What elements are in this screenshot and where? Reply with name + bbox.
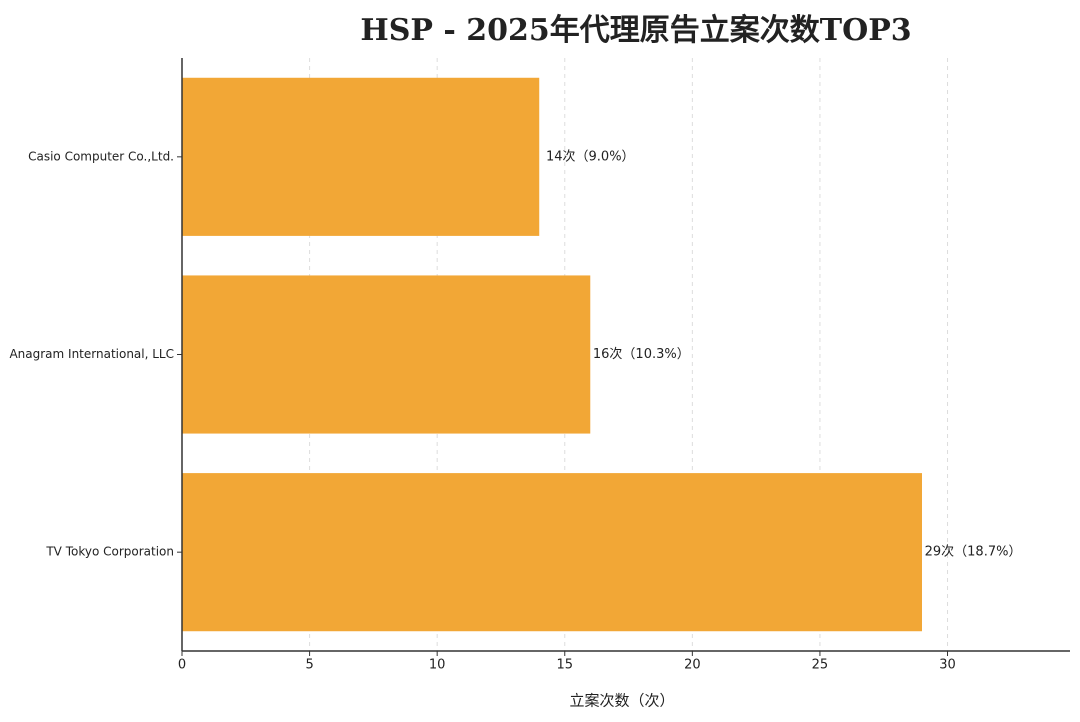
data-label: 14次（9.0%） [546, 148, 635, 164]
data-label: 16次（10.3%） [593, 346, 690, 362]
x-axis-label: 立案次数（次） [569, 692, 674, 710]
x-tick-label: 20 [684, 658, 701, 673]
x-tick-label: 25 [812, 658, 829, 673]
bar [182, 275, 591, 434]
bar [182, 77, 540, 236]
y-tick-label: Anagram International, LLC [9, 347, 174, 361]
data-label: 29次（18.7%） [925, 544, 1022, 560]
y-tick-label: Casio Computer Co.,Ltd. [28, 149, 174, 163]
x-tick-label: 15 [556, 658, 573, 673]
y-tick-label: TV Tokyo Corporation [45, 545, 174, 559]
x-tick-label: 30 [939, 658, 956, 673]
x-tick-label: 5 [305, 658, 313, 673]
x-tick-label: 0 [178, 658, 186, 673]
bar [182, 473, 922, 632]
x-tick-label: 10 [429, 658, 446, 673]
chart-title: HSP - 2025年代理原告立案次数TOP3 [360, 13, 911, 48]
